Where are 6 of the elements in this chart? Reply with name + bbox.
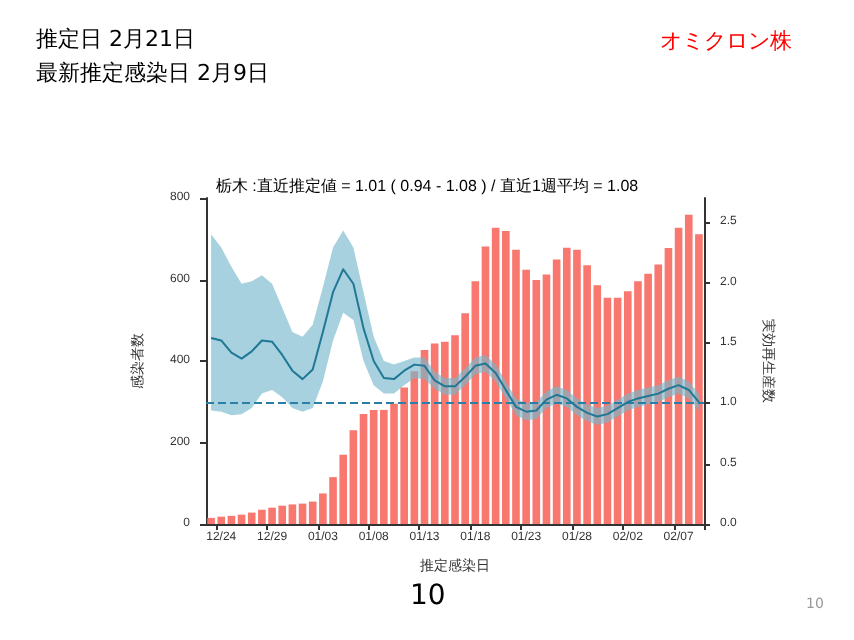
text: 最新推定感染日 2月9日 <box>36 58 269 88</box>
text: 10 <box>410 580 446 612</box>
line-series <box>210 268 700 418</box>
chart-title: 栃木 :直近推定値 = 1.01 ( 0.94 - 1.08 ) / 直近1週平均 = 1.08 <box>215 177 640 195</box>
text: オミクロン株 <box>660 26 792 56</box>
text: 推定日 2月21日 <box>36 24 195 54</box>
